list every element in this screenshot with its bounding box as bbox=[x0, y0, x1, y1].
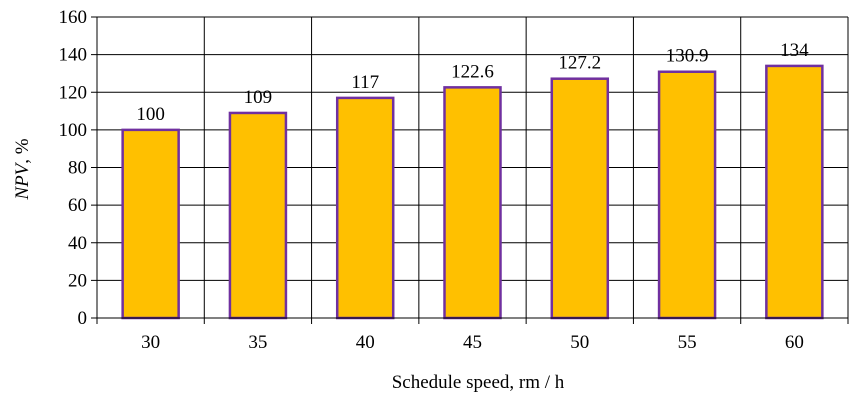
y-tick-label: 80 bbox=[68, 158, 87, 179]
y-tick-label: 40 bbox=[68, 233, 87, 254]
labels: 0 20 40 60 80 100 120 140 160 100 30 109 35 117 40 122.… bbox=[59, 7, 810, 353]
bar bbox=[657, 70, 717, 320]
y-tick-label: 60 bbox=[68, 195, 87, 216]
y-tick-label: 20 bbox=[68, 270, 87, 291]
bar-data-label: 134 bbox=[780, 40, 809, 61]
bar-data-label: 127.2 bbox=[558, 53, 601, 74]
axes bbox=[91, 16, 849, 324]
x-tick-label: 45 bbox=[463, 332, 482, 353]
bar-data-label: 130.9 bbox=[666, 46, 709, 67]
y-axis-title: NPV, % bbox=[12, 138, 33, 200]
y-tick-label: 120 bbox=[59, 82, 88, 103]
x-tick-label: 60 bbox=[785, 332, 804, 353]
y-tick-label: 160 bbox=[59, 7, 88, 28]
bar bbox=[121, 128, 180, 320]
x-tick-label: 40 bbox=[356, 332, 375, 353]
bar-data-label: 109 bbox=[244, 87, 273, 108]
x-tick-label: 30 bbox=[141, 332, 160, 353]
bar bbox=[765, 64, 824, 320]
bar bbox=[443, 86, 502, 320]
bars bbox=[121, 64, 824, 320]
bar-data-label: 100 bbox=[136, 104, 165, 125]
y-axis-title-unit: , % bbox=[12, 138, 33, 164]
bar-data-label: 117 bbox=[351, 72, 379, 93]
bar bbox=[550, 77, 610, 320]
x-tick-label: 35 bbox=[248, 332, 267, 353]
x-axis-title: Schedule speed, rm / h bbox=[392, 372, 565, 393]
bar-data-label: 122.6 bbox=[451, 61, 494, 82]
bar bbox=[228, 111, 288, 320]
y-tick-label: 0 bbox=[78, 308, 88, 329]
y-tick-label: 100 bbox=[59, 120, 88, 141]
y-axis-title-main: NPV bbox=[12, 161, 33, 200]
x-tick-label: 50 bbox=[570, 332, 589, 353]
bar bbox=[335, 96, 395, 320]
y-tick-label: 140 bbox=[59, 45, 88, 66]
x-tick-label: 55 bbox=[678, 332, 697, 353]
